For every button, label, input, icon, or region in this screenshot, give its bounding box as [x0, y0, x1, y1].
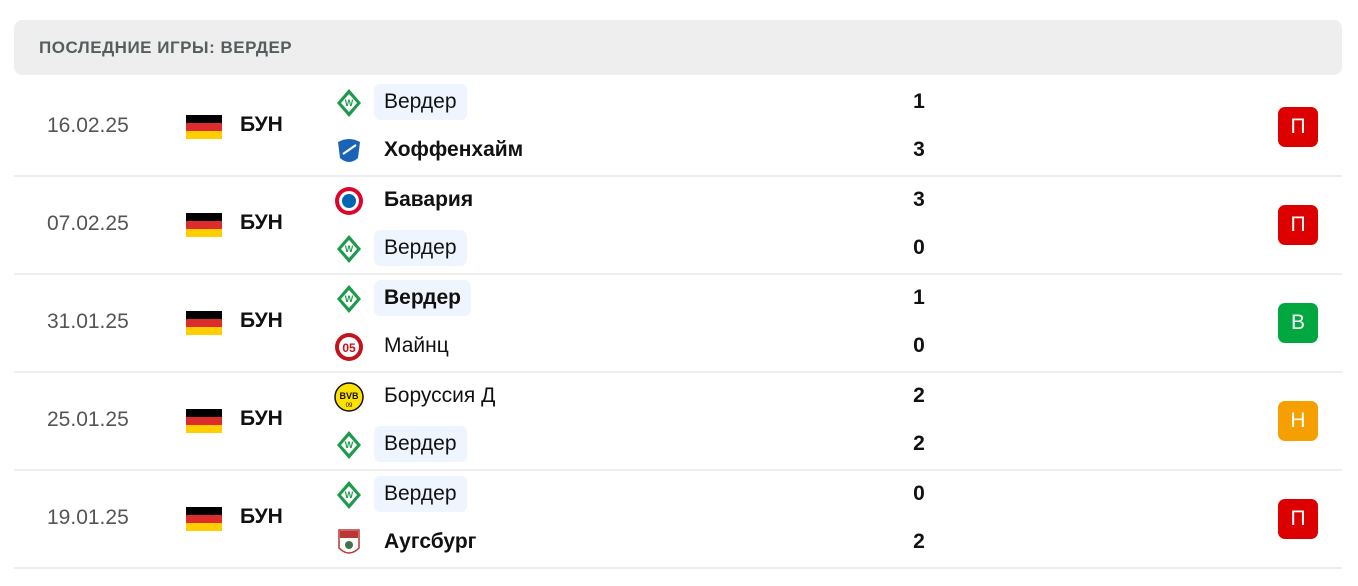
match-row[interactable]: 16.02.25 БУН W Вердер 1 Хоффенхайм 3 П — [14, 78, 1342, 177]
team-score: 3 — [913, 188, 925, 211]
germany-flag-icon — [186, 311, 222, 335]
werder-logo-icon: W — [334, 480, 364, 510]
team-name: Вердер — [374, 84, 467, 120]
team-home: BVB 09 Боруссия Д 2 — [334, 378, 934, 414]
germany-flag-icon — [186, 213, 222, 237]
germany-flag-icon — [186, 507, 222, 531]
league-label: БУН — [240, 211, 283, 234]
result-badge: П — [1278, 205, 1318, 245]
werder-logo-icon: W — [334, 284, 364, 314]
team-score: 1 — [913, 286, 925, 309]
germany-flag-icon — [186, 115, 222, 139]
werder-logo-icon: W — [334, 430, 364, 460]
result-badge: П — [1278, 499, 1318, 539]
bayern-logo-icon — [334, 186, 364, 216]
werder-logo-icon: W — [334, 234, 364, 264]
league-label: БУН — [240, 113, 283, 136]
svg-text:BVB: BVB — [339, 391, 359, 401]
svg-text:W: W — [345, 490, 354, 500]
team-score: 1 — [913, 90, 925, 113]
result-badge: Н — [1278, 401, 1318, 441]
team-name: Вердер — [374, 426, 467, 462]
match-date: 07.02.25 — [47, 212, 129, 235]
section-title: ПОСЛЕДНИЕ ИГРЫ: ВЕРДЕР — [39, 38, 293, 57]
match-row[interactable]: 07.02.25 БУН Бавария 3 W Вердер 0 П — [14, 176, 1342, 275]
hoffenheim-logo-icon — [334, 136, 364, 166]
werder-logo-icon: W — [334, 88, 364, 118]
team-name: Вердер — [374, 476, 467, 512]
match-row[interactable]: 25.01.25 БУН BVB 09 Боруссия Д 2 W Вердер… — [14, 372, 1342, 471]
team-score: 3 — [913, 138, 925, 161]
team-name: Вердер — [374, 280, 471, 316]
svg-text:09: 09 — [346, 403, 353, 409]
match-row[interactable]: 31.01.25 БУН W Вердер 1 05 Майнц 0 В — [14, 274, 1342, 373]
team-away: Аугсбург 2 — [334, 524, 934, 560]
dortmund-logo-icon: BVB 09 — [334, 382, 364, 412]
team-score: 0 — [913, 236, 925, 259]
team-name: Хоффенхайм — [384, 138, 524, 161]
team-score: 2 — [913, 384, 925, 407]
team-away: W Вердер 0 — [334, 230, 934, 266]
team-score: 2 — [913, 432, 925, 455]
team-name: Аугсбург — [384, 530, 477, 553]
team-away: Хоффенхайм 3 — [334, 132, 934, 168]
match-date: 25.01.25 — [47, 408, 129, 431]
team-name: Майнц — [384, 334, 449, 357]
team-score: 2 — [913, 530, 925, 553]
team-home: W Вердер 1 — [334, 84, 934, 120]
result-badge: П — [1278, 107, 1318, 147]
team-name: Вердер — [374, 230, 467, 266]
section-header: ПОСЛЕДНИЕ ИГРЫ: ВЕРДЕР — [14, 20, 1342, 75]
league-label: БУН — [240, 505, 283, 528]
league-label: БУН — [240, 407, 283, 430]
team-name: Боруссия Д — [384, 384, 496, 407]
match-date: 16.02.25 — [47, 114, 129, 137]
match-row[interactable]: 19.01.25 БУН W Вердер 0 Аугсбург 2 П — [14, 470, 1342, 569]
match-date: 19.01.25 — [47, 506, 129, 529]
match-date: 31.01.25 — [47, 310, 129, 333]
league-label: БУН — [240, 309, 283, 332]
team-name: Бавария — [384, 188, 474, 211]
svg-text:05: 05 — [342, 341, 356, 355]
team-away: 05 Майнц 0 — [334, 328, 934, 364]
svg-text:W: W — [345, 98, 354, 108]
team-away: W Вердер 2 — [334, 426, 934, 462]
svg-text:W: W — [345, 294, 354, 304]
result-badge: В — [1278, 303, 1318, 343]
mainz-logo-icon: 05 — [334, 332, 364, 362]
team-score: 0 — [913, 482, 925, 505]
team-home: Бавария 3 — [334, 182, 934, 218]
svg-text:W: W — [345, 440, 354, 450]
team-score: 0 — [913, 334, 925, 357]
augsburg-logo-icon — [334, 528, 364, 558]
germany-flag-icon — [186, 409, 222, 433]
team-home: W Вердер 0 — [334, 476, 934, 512]
team-home: W Вердер 1 — [334, 280, 934, 316]
svg-text:W: W — [345, 244, 354, 254]
